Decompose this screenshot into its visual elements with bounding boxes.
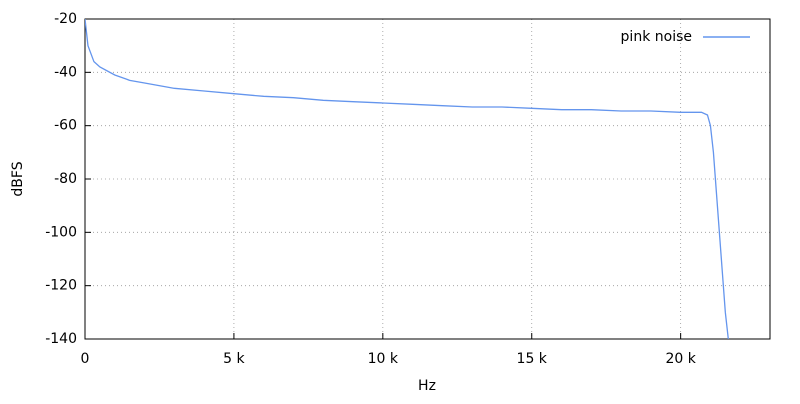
y-tick-label: -120 — [45, 278, 77, 294]
y-tick-label: -80 — [54, 171, 77, 187]
x-tick-label: 5 k — [223, 351, 245, 367]
y-tick-label: -20 — [54, 11, 77, 27]
y-tick-label: -140 — [45, 331, 77, 347]
x-axis-label: Hz — [418, 378, 436, 394]
y-tick-label: -100 — [45, 224, 77, 240]
x-tick-label: 15 k — [517, 351, 548, 367]
y-axis-label: dBFS — [10, 161, 26, 196]
x-tick-label: 10 k — [368, 351, 399, 367]
legend-label: pink noise — [621, 29, 692, 45]
y-tick-label: -60 — [54, 118, 77, 134]
plot-border — [84, 18, 771, 340]
x-tick-label: 0 — [81, 351, 90, 367]
data-line — [85, 19, 729, 339]
x-tick-label: 20 k — [665, 351, 696, 367]
y-tick-label: -40 — [54, 64, 77, 80]
